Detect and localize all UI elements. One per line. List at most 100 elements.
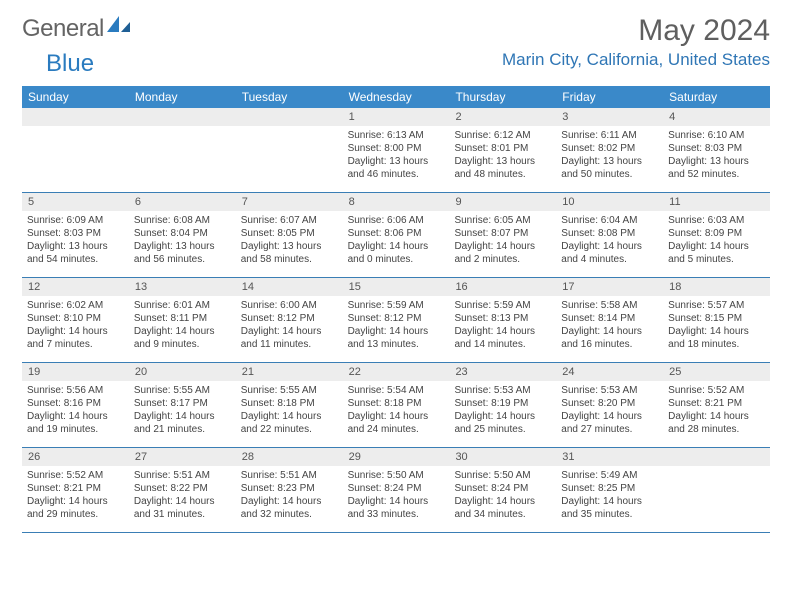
day-detail-line: and 16 minutes. xyxy=(561,338,658,351)
calendar-day: 27Sunrise: 5:51 AMSunset: 8:22 PMDayligh… xyxy=(129,448,236,532)
day-number: 7 xyxy=(236,193,343,211)
day-detail-line: Sunset: 8:09 PM xyxy=(668,227,765,240)
day-detail-line: Sunrise: 6:12 AM xyxy=(454,129,551,142)
day-detail-line: and 4 minutes. xyxy=(561,253,658,266)
day-detail-line: Daylight: 14 hours xyxy=(668,240,765,253)
logo-sail-icon xyxy=(106,14,132,34)
day-detail-line: Daylight: 14 hours xyxy=(27,410,124,423)
month-title: May 2024 xyxy=(502,14,770,48)
calendar-day: 4Sunrise: 6:10 AMSunset: 8:03 PMDaylight… xyxy=(663,108,770,192)
day-detail-line: and 56 minutes. xyxy=(134,253,231,266)
day-detail-line: Daylight: 14 hours xyxy=(134,495,231,508)
day-detail-line: and 34 minutes. xyxy=(454,508,551,521)
day-detail-line: Sunset: 8:01 PM xyxy=(454,142,551,155)
day-details: Sunrise: 6:08 AMSunset: 8:04 PMDaylight:… xyxy=(129,211,236,270)
day-number: 12 xyxy=(22,278,129,296)
day-detail-line: Daylight: 14 hours xyxy=(561,325,658,338)
day-number: 31 xyxy=(556,448,663,466)
calendar-week: 19Sunrise: 5:56 AMSunset: 8:16 PMDayligh… xyxy=(22,363,770,448)
calendar: SundayMondayTuesdayWednesdayThursdayFrid… xyxy=(22,86,770,533)
day-detail-line: and 24 minutes. xyxy=(348,423,445,436)
day-detail-line: Daylight: 14 hours xyxy=(134,325,231,338)
day-number: 20 xyxy=(129,363,236,381)
day-detail-line: Daylight: 14 hours xyxy=(454,495,551,508)
day-detail-line: Daylight: 14 hours xyxy=(668,325,765,338)
day-detail-line: Sunrise: 5:51 AM xyxy=(241,469,338,482)
day-detail-line: Sunrise: 6:10 AM xyxy=(668,129,765,142)
weekday-header: Monday xyxy=(129,86,236,108)
day-details: Sunrise: 5:51 AMSunset: 8:22 PMDaylight:… xyxy=(129,466,236,525)
day-detail-line: Daylight: 13 hours xyxy=(134,240,231,253)
day-details: Sunrise: 5:50 AMSunset: 8:24 PMDaylight:… xyxy=(343,466,450,525)
calendar-day: 1Sunrise: 6:13 AMSunset: 8:00 PMDaylight… xyxy=(343,108,450,192)
calendar-day: 12Sunrise: 6:02 AMSunset: 8:10 PMDayligh… xyxy=(22,278,129,362)
day-detail-line: and 48 minutes. xyxy=(454,168,551,181)
day-number: 4 xyxy=(663,108,770,126)
day-detail-line: Sunset: 8:18 PM xyxy=(348,397,445,410)
calendar-day: 21Sunrise: 5:55 AMSunset: 8:18 PMDayligh… xyxy=(236,363,343,447)
day-detail-line: Daylight: 14 hours xyxy=(454,240,551,253)
day-detail-line: Daylight: 13 hours xyxy=(241,240,338,253)
calendar-day: 25Sunrise: 5:52 AMSunset: 8:21 PMDayligh… xyxy=(663,363,770,447)
day-number: 24 xyxy=(556,363,663,381)
day-number: 6 xyxy=(129,193,236,211)
day-details: Sunrise: 6:01 AMSunset: 8:11 PMDaylight:… xyxy=(129,296,236,355)
day-detail-line: and 19 minutes. xyxy=(27,423,124,436)
day-detail-line: Sunset: 8:07 PM xyxy=(454,227,551,240)
day-detail-line: Sunset: 8:15 PM xyxy=(668,312,765,325)
day-number xyxy=(22,108,129,126)
day-detail-line: Daylight: 14 hours xyxy=(454,325,551,338)
day-detail-line: Sunset: 8:21 PM xyxy=(668,397,765,410)
day-details: Sunrise: 5:58 AMSunset: 8:14 PMDaylight:… xyxy=(556,296,663,355)
day-detail-line: Daylight: 14 hours xyxy=(348,495,445,508)
day-detail-line: and 33 minutes. xyxy=(348,508,445,521)
day-detail-line: Sunset: 8:22 PM xyxy=(134,482,231,495)
day-detail-line: Sunset: 8:03 PM xyxy=(27,227,124,240)
day-detail-line: and 32 minutes. xyxy=(241,508,338,521)
day-number: 28 xyxy=(236,448,343,466)
day-number: 8 xyxy=(343,193,450,211)
day-detail-line: and 58 minutes. xyxy=(241,253,338,266)
day-detail-line: Daylight: 14 hours xyxy=(561,240,658,253)
calendar-day: 31Sunrise: 5:49 AMSunset: 8:25 PMDayligh… xyxy=(556,448,663,532)
day-detail-line: Sunrise: 5:50 AM xyxy=(454,469,551,482)
day-number: 19 xyxy=(22,363,129,381)
day-number: 18 xyxy=(663,278,770,296)
day-detail-line: Sunrise: 6:13 AM xyxy=(348,129,445,142)
day-details: Sunrise: 6:02 AMSunset: 8:10 PMDaylight:… xyxy=(22,296,129,355)
calendar-day: 10Sunrise: 6:04 AMSunset: 8:08 PMDayligh… xyxy=(556,193,663,277)
day-detail-line: Sunrise: 5:53 AM xyxy=(454,384,551,397)
day-details xyxy=(663,466,770,473)
day-detail-line: and 18 minutes. xyxy=(668,338,765,351)
day-number: 10 xyxy=(556,193,663,211)
day-detail-line: Sunset: 8:14 PM xyxy=(561,312,658,325)
day-detail-line: Sunrise: 6:09 AM xyxy=(27,214,124,227)
logo-word2: Blue xyxy=(46,50,94,77)
day-details: Sunrise: 6:03 AMSunset: 8:09 PMDaylight:… xyxy=(663,211,770,270)
day-detail-line: Daylight: 14 hours xyxy=(454,410,551,423)
day-detail-line: Sunset: 8:00 PM xyxy=(348,142,445,155)
calendar-day: 29Sunrise: 5:50 AMSunset: 8:24 PMDayligh… xyxy=(343,448,450,532)
calendar-day: 23Sunrise: 5:53 AMSunset: 8:19 PMDayligh… xyxy=(449,363,556,447)
day-detail-line: Sunrise: 5:59 AM xyxy=(454,299,551,312)
calendar-day xyxy=(236,108,343,192)
day-detail-line: and 28 minutes. xyxy=(668,423,765,436)
day-number: 21 xyxy=(236,363,343,381)
day-details: Sunrise: 5:59 AMSunset: 8:12 PMDaylight:… xyxy=(343,296,450,355)
day-details xyxy=(129,126,236,133)
day-detail-line: Sunrise: 5:58 AM xyxy=(561,299,658,312)
day-details: Sunrise: 5:50 AMSunset: 8:24 PMDaylight:… xyxy=(449,466,556,525)
day-detail-line: and 31 minutes. xyxy=(134,508,231,521)
calendar-week: 1Sunrise: 6:13 AMSunset: 8:00 PMDaylight… xyxy=(22,108,770,193)
day-detail-line: Daylight: 14 hours xyxy=(27,325,124,338)
day-details: Sunrise: 5:55 AMSunset: 8:18 PMDaylight:… xyxy=(236,381,343,440)
day-number: 9 xyxy=(449,193,556,211)
day-number: 27 xyxy=(129,448,236,466)
day-details: Sunrise: 5:55 AMSunset: 8:17 PMDaylight:… xyxy=(129,381,236,440)
calendar-week: 5Sunrise: 6:09 AMSunset: 8:03 PMDaylight… xyxy=(22,193,770,278)
weekday-header: Sunday xyxy=(22,86,129,108)
day-detail-line: Sunrise: 6:02 AM xyxy=(27,299,124,312)
day-detail-line: Sunset: 8:11 PM xyxy=(134,312,231,325)
day-details: Sunrise: 5:59 AMSunset: 8:13 PMDaylight:… xyxy=(449,296,556,355)
day-details: Sunrise: 6:06 AMSunset: 8:06 PMDaylight:… xyxy=(343,211,450,270)
